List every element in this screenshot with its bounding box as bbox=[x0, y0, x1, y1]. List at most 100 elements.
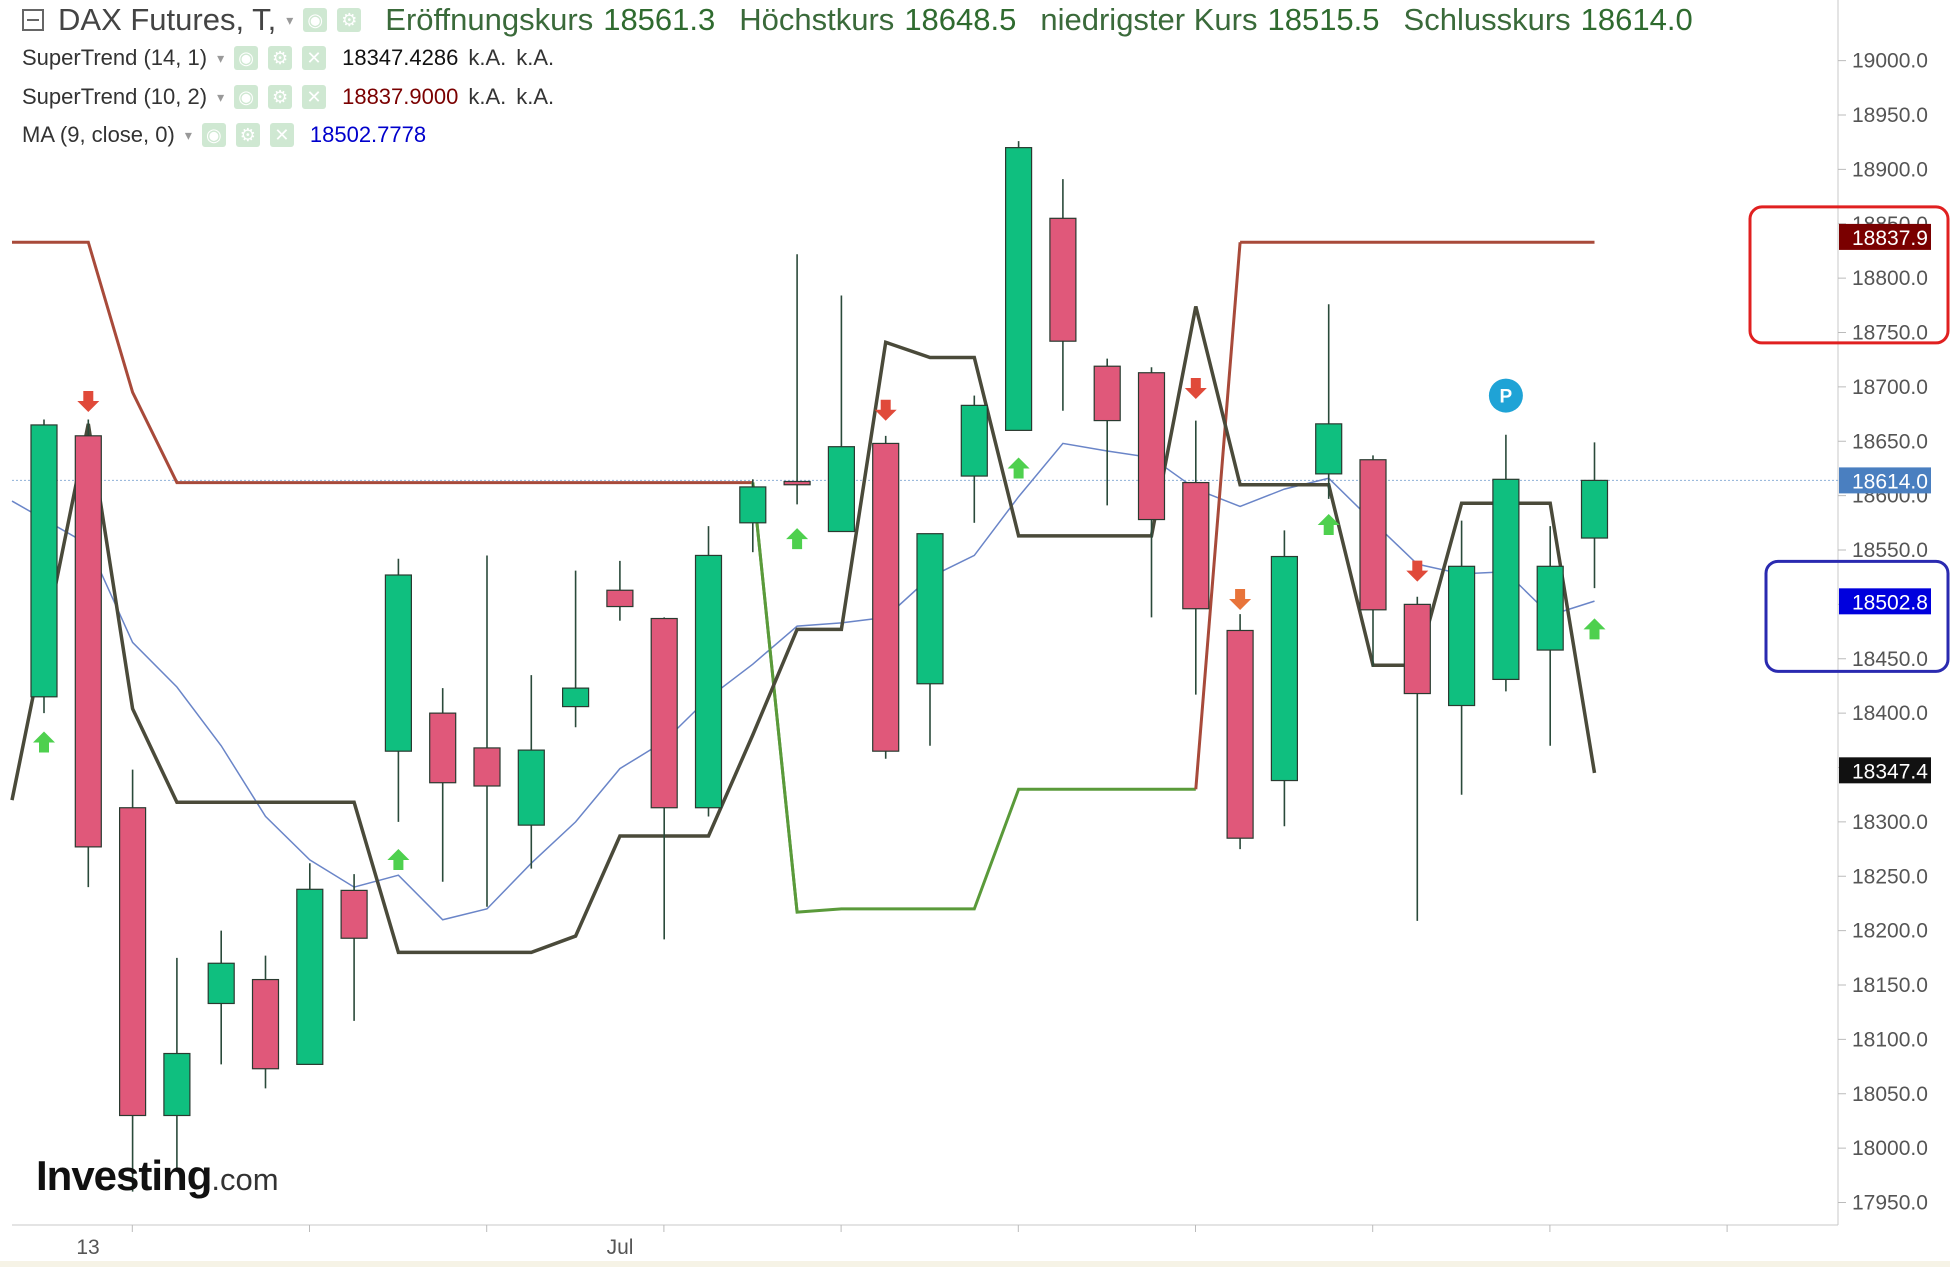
candle bbox=[916, 533, 944, 746]
y-tick-label: 18400.0 bbox=[1852, 702, 1928, 725]
y-tick-label: 18450.0 bbox=[1852, 648, 1928, 671]
indicator-extra: k.A. bbox=[468, 45, 507, 70]
eye-icon[interactable]: ◉ bbox=[234, 46, 259, 70]
indicator-extra: k.A. bbox=[468, 84, 507, 109]
close-icon[interactable]: ✕ bbox=[302, 85, 327, 109]
candle-body-down bbox=[1093, 365, 1121, 422]
candle bbox=[1182, 420, 1210, 695]
y-tick-label: 18050.0 bbox=[1852, 1083, 1928, 1106]
candle bbox=[118, 769, 147, 1192]
symbol-row: DAX Futures, T, ▾ ◉ ⚙ Eröffnungskurs 185… bbox=[22, 2, 1693, 38]
gear-icon[interactable]: ⚙ bbox=[268, 85, 293, 109]
y-tick-label: 18800.0 bbox=[1852, 267, 1928, 290]
price-label: 18347.4 bbox=[1852, 760, 1928, 783]
supertrend-10-2-switch-up bbox=[1194, 242, 1242, 790]
candle-body-up bbox=[1580, 479, 1609, 539]
candle-body-up bbox=[30, 424, 58, 698]
symbol-title: DAX Futures, T, bbox=[58, 2, 277, 37]
candle bbox=[1315, 304, 1343, 499]
indicator-row-ma: MA (9, close, 0) ▾ ◉ ⚙ ✕ 18502.7778 bbox=[22, 122, 426, 148]
candle-body-down bbox=[473, 747, 501, 787]
candle-body-down bbox=[1226, 629, 1254, 839]
price-label: 18502.8 bbox=[1852, 591, 1928, 614]
candle bbox=[1226, 614, 1254, 850]
indicator-value: 18347.4286 bbox=[342, 45, 459, 70]
candle bbox=[1270, 530, 1299, 827]
open-label: Eröffnungskurs bbox=[385, 2, 594, 37]
candle-body-down bbox=[251, 978, 280, 1070]
candle-body-down bbox=[606, 589, 634, 608]
gear-icon[interactable]: ⚙ bbox=[337, 8, 362, 32]
y-tick-label: 18150.0 bbox=[1852, 974, 1928, 997]
y-tick-label: 18900.0 bbox=[1852, 158, 1928, 181]
candle bbox=[473, 555, 501, 907]
y-tick-label: 17950.0 bbox=[1852, 1192, 1928, 1215]
y-tick-label: 18000.0 bbox=[1852, 1137, 1928, 1160]
candle bbox=[163, 957, 191, 1173]
chevron-down-icon[interactable]: ▾ bbox=[184, 126, 192, 143]
close-icon[interactable]: ✕ bbox=[302, 46, 327, 70]
candle bbox=[960, 395, 988, 523]
candle-body-up bbox=[384, 574, 412, 752]
close-value: 18614.0 bbox=[1580, 2, 1693, 37]
collapse-icon[interactable] bbox=[22, 9, 44, 31]
price-label: 18614.0 bbox=[1852, 470, 1928, 493]
y-tick-label: 18100.0 bbox=[1852, 1028, 1928, 1051]
y-tick-label: 18300.0 bbox=[1852, 811, 1928, 834]
candle-body-down bbox=[340, 889, 368, 939]
supertrend-10-2-switch-down bbox=[751, 482, 799, 913]
signal-up-arrow-icon bbox=[786, 528, 809, 550]
candle-body-down bbox=[1182, 481, 1210, 610]
close-icon[interactable]: ✕ bbox=[269, 123, 294, 147]
candle bbox=[1492, 434, 1520, 692]
candle bbox=[1447, 520, 1476, 795]
eye-icon[interactable]: ◉ bbox=[201, 123, 226, 147]
signal-down-arrow-icon bbox=[1406, 560, 1429, 582]
candle-body-up bbox=[207, 962, 235, 1005]
gear-icon[interactable]: ⚙ bbox=[268, 46, 293, 70]
high-value: 18648.5 bbox=[904, 2, 1017, 37]
supertrend-10-2-upper-line bbox=[12, 240, 1595, 485]
signal-down-arrow-icon bbox=[1229, 588, 1252, 610]
y-tick-label: 19000.0 bbox=[1852, 50, 1928, 73]
candle bbox=[207, 930, 235, 1065]
candle bbox=[1359, 455, 1387, 667]
candle-body-down bbox=[118, 807, 147, 1117]
price-label-bg bbox=[1839, 223, 1931, 250]
candle-body-up bbox=[517, 749, 545, 826]
candle-body-up bbox=[694, 554, 723, 809]
indicator-name: SuperTrend (10, 2) bbox=[22, 84, 208, 109]
signal-down-arrow-icon bbox=[1184, 377, 1207, 399]
logo-brand: Investing bbox=[36, 1152, 212, 1199]
candle-body-down bbox=[74, 435, 102, 848]
supertrend-14-1-line bbox=[10, 305, 1597, 955]
signal-up-arrow-icon bbox=[33, 731, 55, 753]
eye-icon[interactable]: ◉ bbox=[234, 85, 259, 109]
signal-up-arrow-icon bbox=[1317, 513, 1340, 535]
candle-body-up bbox=[960, 404, 988, 477]
candle bbox=[1580, 442, 1609, 589]
candle bbox=[30, 419, 58, 714]
candle-body-up bbox=[163, 1052, 191, 1117]
bottom-strip bbox=[0, 1261, 1950, 1267]
pivot-marker-label: P bbox=[1500, 387, 1513, 408]
candle-body-down bbox=[650, 617, 678, 809]
chevron-down-icon[interactable]: ▾ bbox=[217, 88, 225, 105]
gear-icon[interactable]: ⚙ bbox=[235, 123, 260, 147]
indicator-name: MA (9, close, 0) bbox=[22, 122, 175, 147]
eye-icon[interactable]: ◉ bbox=[303, 8, 328, 32]
candle bbox=[694, 526, 723, 817]
price-label-bg bbox=[1839, 588, 1931, 615]
chevron-down-icon[interactable]: ▾ bbox=[286, 11, 294, 28]
y-tick-label: 18550.0 bbox=[1852, 539, 1928, 562]
candle-body-down bbox=[783, 480, 811, 486]
indicator-row-supertrend-10: SuperTrend (10, 2) ▾ ◉ ⚙ ✕ 18837.9000 k.… bbox=[22, 84, 554, 110]
y-tick-label: 18950.0 bbox=[1852, 104, 1928, 127]
ma-9-line bbox=[11, 442, 1595, 921]
low-value: 18515.5 bbox=[1267, 2, 1380, 37]
y-tick-label: 18200.0 bbox=[1852, 920, 1928, 943]
chevron-down-icon[interactable]: ▾ bbox=[217, 49, 225, 66]
candle-body-up bbox=[296, 888, 324, 1065]
signal-down-arrow-icon bbox=[77, 391, 100, 413]
